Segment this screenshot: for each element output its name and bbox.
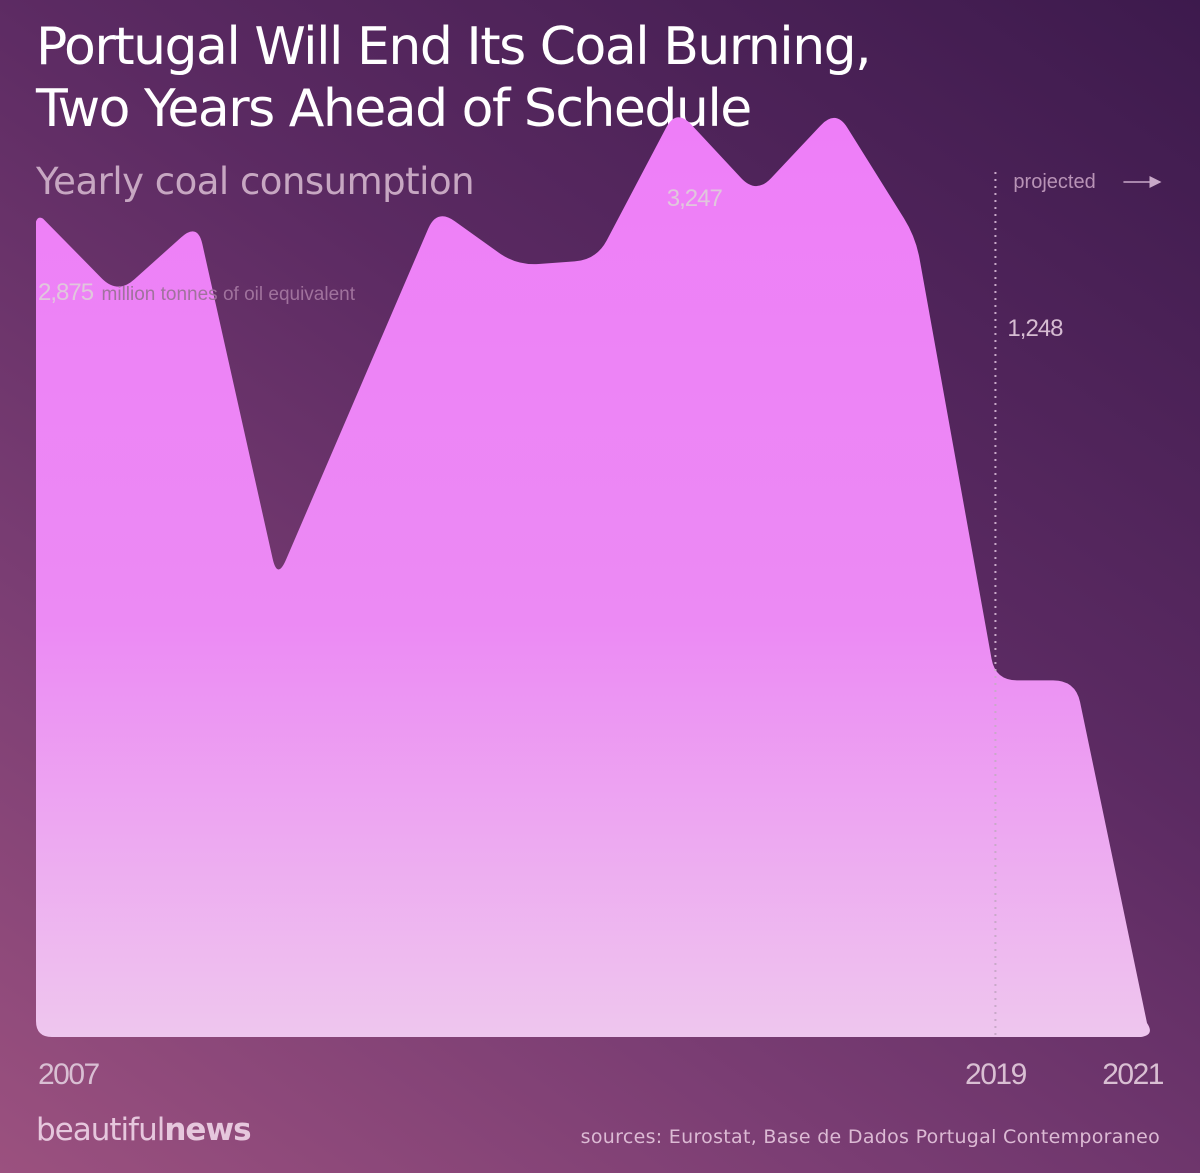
- title-line-1: Portugal Will End Its Coal Burning,: [36, 17, 872, 77]
- sources-text: sources: Eurostat, Base de Dados Portuga…: [580, 1126, 1160, 1148]
- chart-subtitle: Yearly coal consumption: [36, 160, 475, 203]
- beautifulnews-logo: beautifulnews: [36, 1112, 252, 1148]
- coal-consumption-area: [36, 117, 1150, 1038]
- x-tick-label-2019: 2019: [965, 1058, 1027, 1091]
- x-axis-ticks: 2007 2019 2021: [38, 1058, 1165, 1091]
- projected-label: projected: [1013, 171, 1095, 193]
- chart-title: Portugal Will End Its Coal Burning, Two …: [36, 16, 1156, 140]
- x-tick-label-2007: 2007: [38, 1058, 100, 1091]
- x-tick-label-2021: 2021: [1102, 1058, 1164, 1091]
- value-2019-label: 1,248: [1007, 315, 1063, 342]
- start-unit-label: million tonnes of oil equivalent: [102, 284, 356, 305]
- start-value-label: 2,875: [38, 279, 94, 306]
- start-value-annotation: 2,875 million tonnes of oil equivalent: [38, 279, 356, 306]
- logo-part-2: news: [164, 1112, 251, 1148]
- logo-part-1: beautiful: [36, 1112, 165, 1148]
- title-line-2: Two Years Ahead of Schedule: [36, 79, 752, 139]
- peak-value-label: 3,247: [667, 185, 723, 212]
